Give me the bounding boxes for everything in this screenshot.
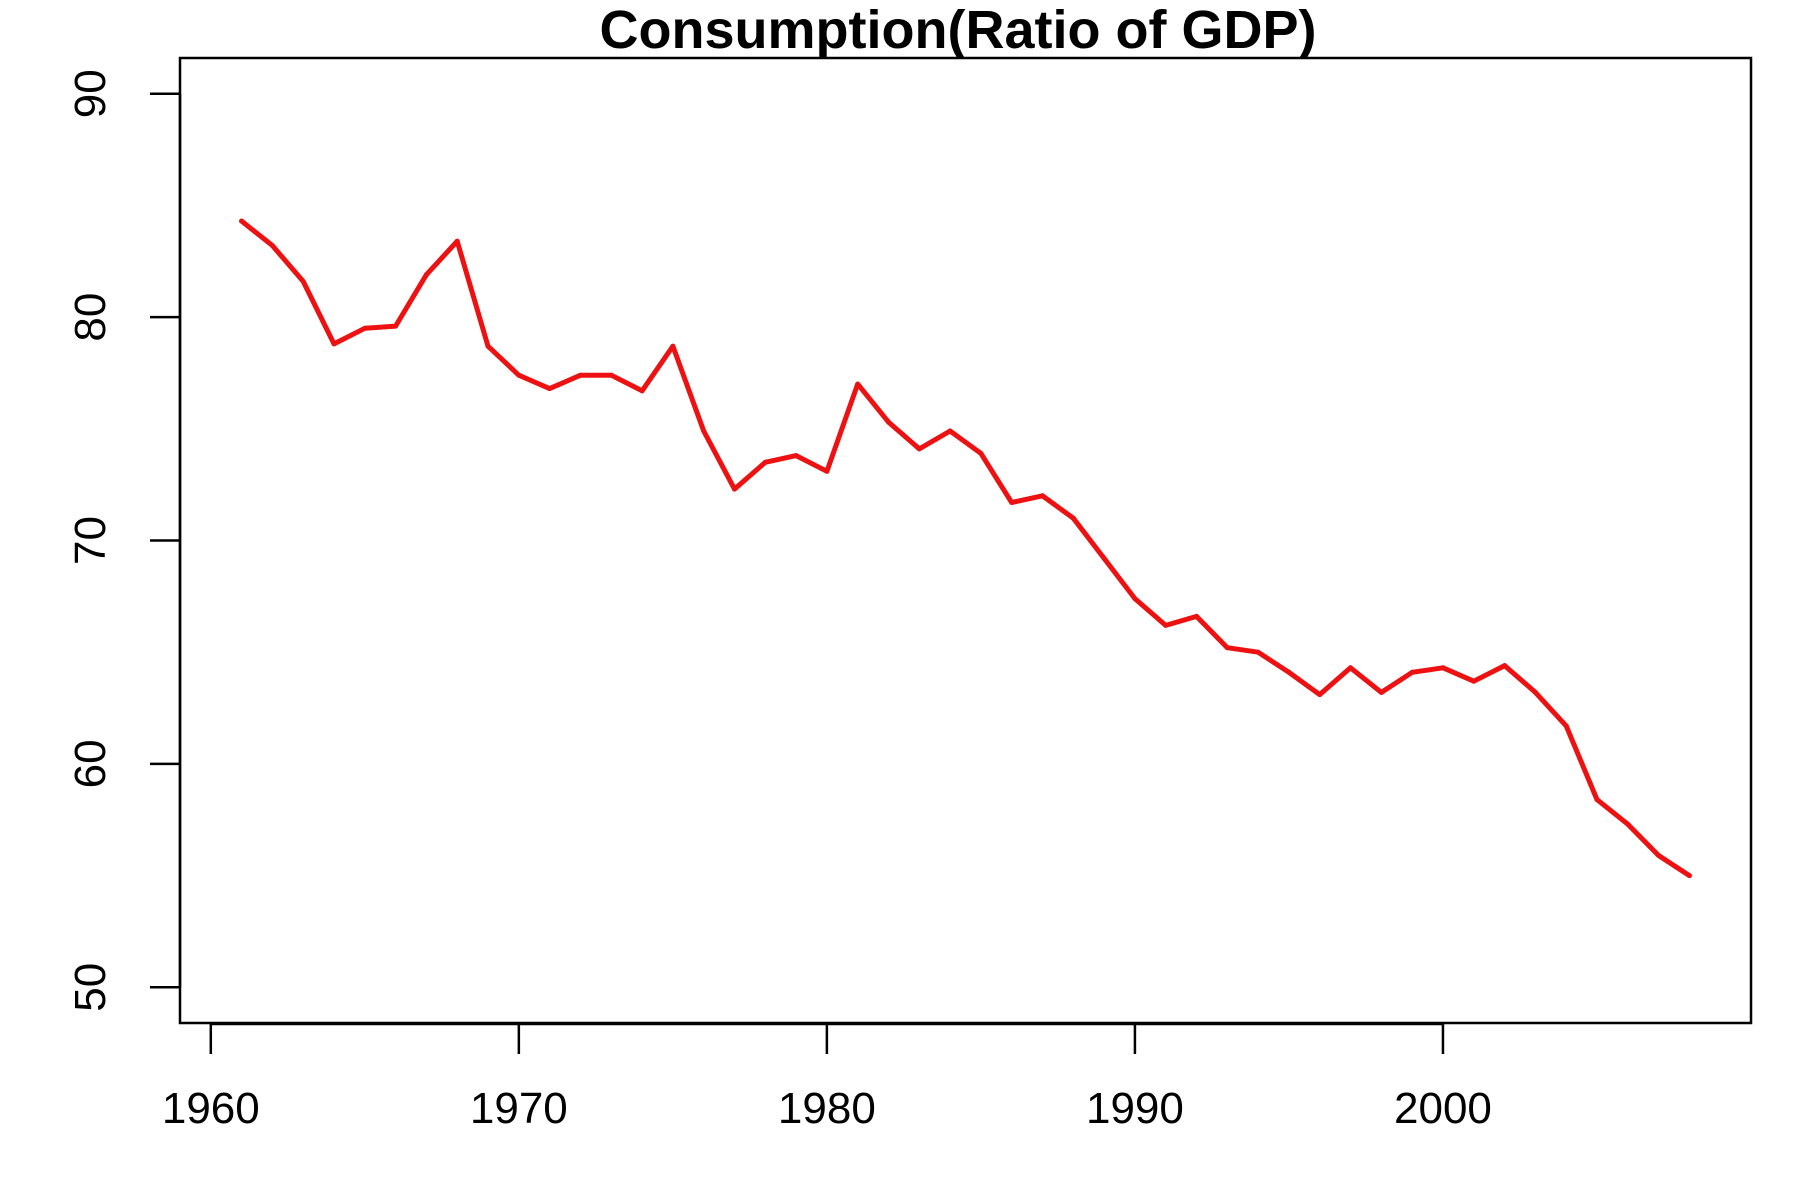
data-point (855, 381, 861, 387)
data-point (793, 453, 799, 459)
data-point (300, 278, 306, 284)
data-point (947, 428, 953, 434)
data-point (1070, 515, 1076, 521)
data-point (1656, 853, 1662, 858)
data-point (639, 388, 645, 394)
data-point (1286, 669, 1292, 675)
y-tick-label: 70 (66, 516, 115, 565)
data-point (516, 372, 522, 378)
data-point (701, 428, 707, 434)
x-tick-label: 1960 (162, 1084, 260, 1133)
data-point (886, 419, 891, 425)
data-point (1563, 723, 1569, 729)
data-point (1686, 873, 1692, 879)
data-point (1348, 665, 1353, 671)
data-point (1625, 821, 1631, 827)
data-point (1040, 493, 1045, 499)
data-point (732, 486, 737, 492)
y-axis: 50 60 70 80 90 (66, 69, 182, 1012)
data-point (1440, 665, 1446, 671)
data-point (978, 450, 984, 456)
y-tick-label: 80 (66, 293, 115, 342)
data-point (1194, 613, 1199, 619)
data-point (485, 343, 491, 349)
y-tick-label: 60 (66, 739, 115, 788)
data-point (1255, 649, 1261, 655)
plot-frame (178, 56, 1753, 1025)
data-point (1224, 645, 1230, 651)
data-point (608, 372, 614, 378)
data-point (1132, 596, 1138, 602)
data-point (1594, 797, 1600, 803)
data-point (762, 459, 768, 465)
data-point (1532, 689, 1538, 695)
data-point (578, 372, 583, 378)
data-point (393, 323, 399, 329)
data-point (670, 343, 676, 349)
data-point (1163, 622, 1169, 628)
data-point (1009, 500, 1015, 505)
data-point (1378, 689, 1384, 695)
data-point (824, 468, 830, 474)
data-point (239, 218, 245, 224)
data-point (1502, 663, 1508, 669)
data-point (362, 325, 368, 331)
data-point (1317, 692, 1323, 698)
y-tick-label: 50 (66, 963, 115, 1012)
data-point (547, 386, 553, 392)
data-point (1471, 678, 1477, 684)
chart-title: Consumption(Ratio of GDP) (600, 0, 1317, 60)
y-tick-label: 90 (66, 69, 115, 118)
data-point (1101, 555, 1107, 561)
data-point (331, 341, 337, 347)
data-point (1409, 669, 1415, 675)
x-tick-label: 2000 (1394, 1084, 1492, 1133)
data-point (454, 238, 460, 244)
series-line (239, 218, 1692, 879)
data-point (423, 272, 429, 278)
series-layer (239, 218, 1692, 879)
x-tick-label: 1980 (778, 1084, 876, 1133)
x-tick-label: 1970 (470, 1084, 568, 1133)
data-point (269, 243, 275, 249)
data-point (916, 446, 922, 452)
x-tick-label: 1990 (1086, 1084, 1184, 1133)
x-axis: 1960 1970 1980 1990 2000 (162, 1022, 1492, 1133)
